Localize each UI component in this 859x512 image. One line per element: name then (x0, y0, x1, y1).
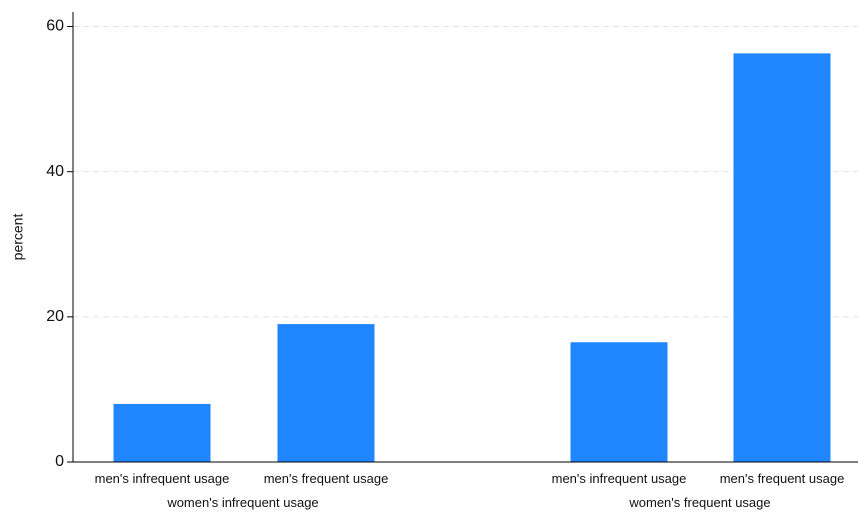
y-tick-label: 20 (46, 308, 64, 325)
y-axis-title: percent (10, 214, 26, 261)
grid-lines (73, 26, 858, 318)
y-ticks: 0 20 40 60 (46, 18, 73, 470)
bar (277, 324, 375, 462)
axes (72, 12, 858, 463)
x-category-label: men's frequent usage (264, 471, 389, 486)
group-label: women's frequent usage (628, 495, 770, 510)
x-category-labels: men's infrequent usage men's frequent usa… (95, 471, 845, 486)
x-category-label: men's infrequent usage (95, 471, 230, 486)
bar (113, 403, 211, 462)
bar (733, 53, 831, 462)
x-category-label: men's infrequent usage (552, 471, 687, 486)
x-category-label: men's frequent usage (720, 471, 845, 486)
group-labels: women's infrequent usage women's frequent… (166, 495, 770, 510)
y-tick-label: 60 (46, 18, 64, 35)
y-tick-label: 0 (55, 453, 64, 470)
bars (113, 53, 831, 462)
group-label: women's infrequent usage (166, 495, 318, 510)
y-tick-label: 40 (46, 163, 64, 180)
bar (570, 342, 668, 462)
